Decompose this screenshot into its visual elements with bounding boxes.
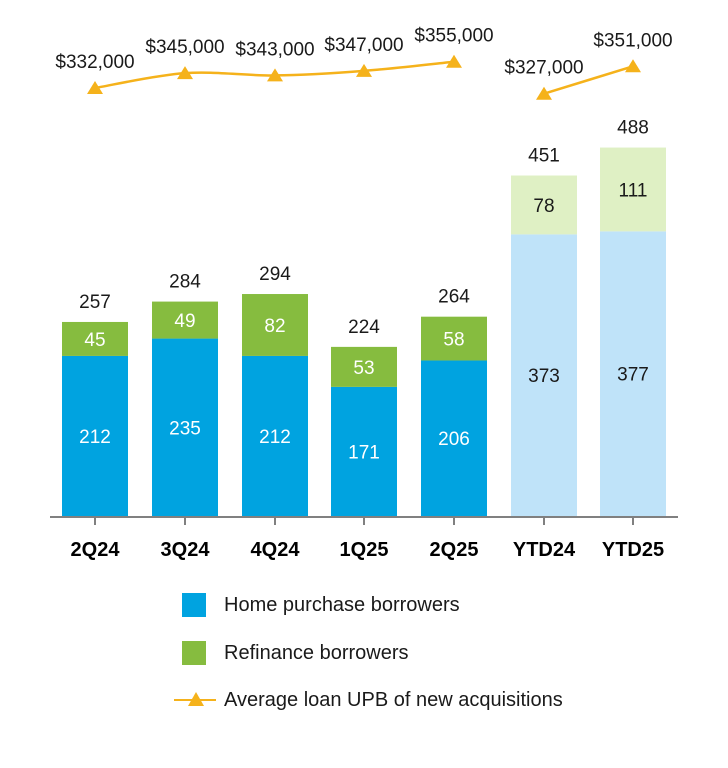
x-tick-label: YTD24: [513, 539, 576, 561]
bar-home-purchase-4q24: [242, 355, 308, 516]
upb-marker: [177, 66, 193, 80]
upb-marker: [536, 86, 552, 100]
bar-refinance-4q24: [242, 294, 308, 356]
x-tick-label: 3Q24: [161, 539, 211, 561]
data-label-home-purchase: 206: [438, 429, 470, 450]
bar-refinance-ytd24: [511, 175, 577, 235]
data-label-refinance: 45: [84, 330, 105, 351]
upb-marker: [267, 68, 283, 82]
upb-marker: [625, 59, 641, 73]
data-label-refinance: 78: [533, 196, 554, 217]
bars-layer: 212 45 257 235 49 284 212 82 294 171 53 224 206 58 264…: [62, 118, 666, 517]
data-label-home-purchase: 373: [528, 366, 560, 387]
bar-refinance-1q25: [331, 346, 397, 387]
data-label-total: 488: [617, 118, 649, 139]
bar-refinance-3q24: [152, 301, 218, 339]
x-tick-label: 2Q25: [430, 539, 479, 561]
x-tick-label: YTD25: [602, 539, 664, 561]
data-label-total: 451: [528, 145, 560, 166]
upb-data-label: $351,000: [593, 30, 672, 51]
data-label-home-purchase: 235: [169, 418, 201, 439]
upb-data-label: $355,000: [414, 26, 493, 47]
upb-data-label: $345,000: [145, 37, 224, 58]
upb-data-label: $343,000: [235, 39, 314, 60]
upb-marker: [87, 81, 103, 94]
upb-data-label: $327,000: [504, 58, 583, 79]
upb-marker: [356, 63, 372, 77]
x-tick-label: 1Q25: [340, 539, 389, 561]
data-label-home-purchase: 212: [259, 427, 291, 448]
data-label-refinance: 82: [264, 316, 285, 337]
x-tick-label: 2Q24: [71, 539, 121, 561]
data-label-total: 257: [79, 292, 111, 313]
data-label-refinance: 49: [174, 311, 195, 332]
data-label-total: 294: [259, 264, 291, 285]
upb-line-segment-2: [543, 65, 634, 95]
x-ticks: 2Q24 3Q24 4Q24 1Q25 2Q25 YTD24 YTD25: [71, 517, 664, 561]
data-label-home-purchase: 377: [617, 365, 649, 386]
bar-home-purchase-2q25: [421, 360, 487, 516]
x-tick-label: 4Q24: [251, 539, 301, 561]
data-label-refinance: 58: [443, 330, 464, 351]
bar-refinance-2q25: [421, 316, 487, 361]
upb-line-layer: $332,000 $345,000 $343,000 $347,000 $355,000…: [55, 26, 673, 100]
data-label-home-purchase: 171: [348, 442, 380, 463]
upb-data-label: $347,000: [324, 35, 403, 56]
data-label-total: 264: [438, 287, 470, 308]
bar-home-purchase-1q25: [331, 386, 397, 516]
bar-home-purchase-ytd24: [511, 234, 577, 516]
bar-home-purchase-3q24: [152, 338, 218, 516]
data-label-home-purchase: 212: [79, 427, 111, 448]
data-label-total: 284: [169, 272, 201, 293]
bar-home-purchase-ytd25: [600, 231, 666, 517]
bar-refinance-2q24: [62, 321, 128, 356]
upb-data-label: $332,000: [55, 52, 134, 73]
bar-refinance-ytd25: [600, 147, 666, 232]
data-label-total: 224: [348, 317, 380, 338]
data-label-refinance: 111: [619, 180, 648, 201]
bar-home-purchase-2q24: [62, 355, 128, 516]
data-label-refinance: 53: [353, 358, 374, 379]
upb-marker: [446, 54, 462, 68]
